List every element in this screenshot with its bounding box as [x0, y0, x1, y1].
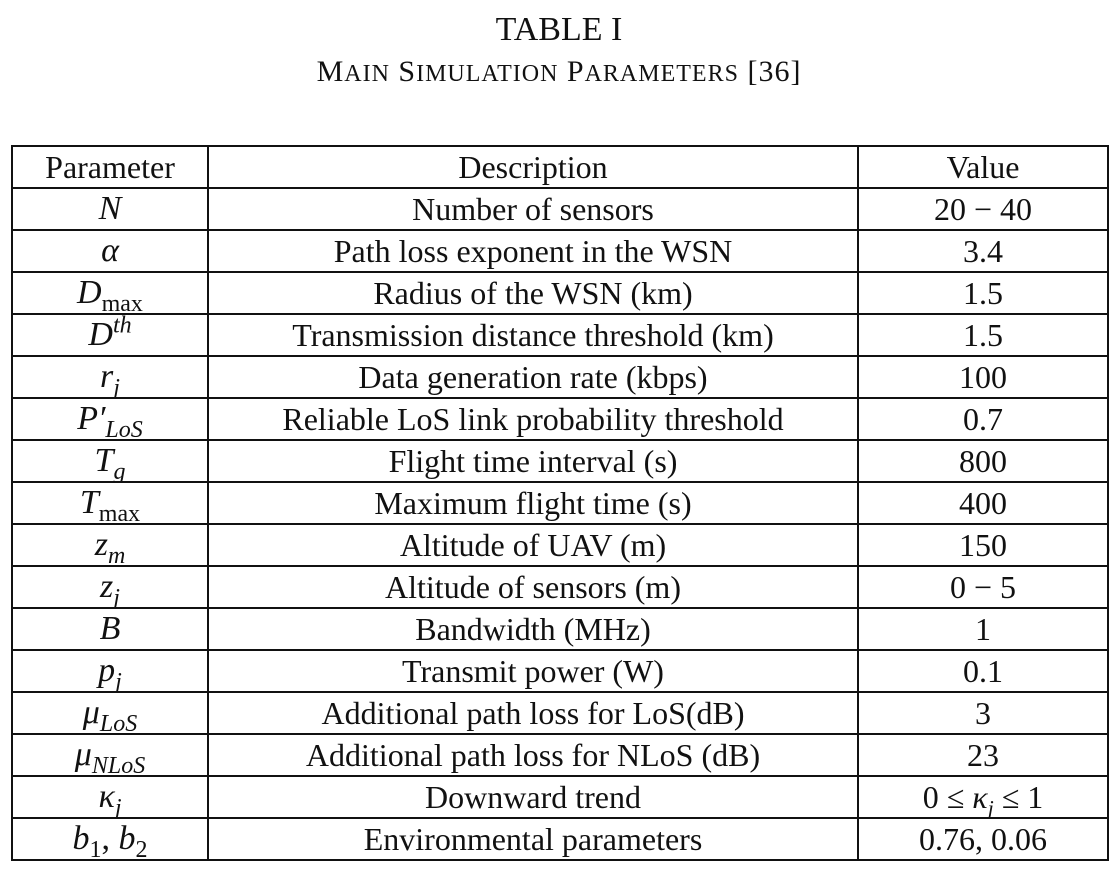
parameter-description: Altitude of UAV (m) — [207, 523, 859, 567]
parameter-value: 20 − 40 — [857, 187, 1109, 231]
parameter-description: Data generation rate (kbps) — [207, 355, 859, 399]
table-caption: MAIN SIMULATION PARAMETERS [36] — [316, 55, 802, 88]
parameter-symbol: Tg — [11, 439, 209, 483]
parameter-description: Flight time interval (s) — [207, 439, 859, 483]
table-number: TABLE I — [495, 11, 623, 48]
table-header-row: Parameter Description Value — [11, 145, 1109, 189]
parameter-description: Environmental parameters — [207, 817, 859, 861]
parameter-value: 0 − 5 — [857, 565, 1109, 609]
table-row: μLoS Additional path loss for LoS(dB) 3 — [11, 691, 1109, 735]
parameter-symbol: μLoS — [11, 691, 209, 735]
table-row: rj Data generation rate (kbps) 100 — [11, 355, 1109, 399]
parameter-value: 0.7 — [857, 397, 1109, 441]
parameter-value: 0.76, 0.06 — [857, 817, 1109, 861]
header-parameter: Parameter — [11, 145, 209, 189]
parameter-value: 3 — [857, 691, 1109, 735]
parameter-symbol: α — [11, 229, 209, 273]
parameter-description: Additional path loss for NLoS (dB) — [207, 733, 859, 777]
parameter-symbol: zj — [11, 565, 209, 609]
parameter-description: Number of sensors — [207, 187, 859, 231]
parameter-description: Reliable LoS link probability threshold — [207, 397, 859, 441]
parameter-symbol: pj — [11, 649, 209, 693]
table-row: pj Transmit power (W) 0.1 — [11, 649, 1109, 693]
parameter-symbol: Dth — [11, 313, 209, 357]
parameter-value: 1.5 — [857, 313, 1109, 357]
table-row: Tmax Maximum flight time (s) 400 — [11, 481, 1109, 525]
parameter-description: Transmission distance threshold (km) — [207, 313, 859, 357]
parameter-value: 400 — [857, 481, 1109, 525]
parameter-description: Bandwidth (MHz) — [207, 607, 859, 651]
header-value: Value — [857, 145, 1109, 189]
parameter-symbol: rj — [11, 355, 209, 399]
parameter-value: 100 — [857, 355, 1109, 399]
table-row: Dth Transmission distance threshold (km)… — [11, 313, 1109, 357]
parameter-symbol: zm — [11, 523, 209, 567]
table-row: N Number of sensors 20 − 40 — [11, 187, 1109, 231]
table-row: κj Downward trend 0 ≤ κj ≤ 1 — [11, 775, 1109, 819]
parameter-value: 800 — [857, 439, 1109, 483]
table-row: α Path loss exponent in the WSN 3.4 — [11, 229, 1109, 273]
parameter-symbol: N — [11, 187, 209, 231]
table-row: zm Altitude of UAV (m) 150 — [11, 523, 1109, 567]
table-row: B Bandwidth (MHz) 1 — [11, 607, 1109, 651]
parameter-symbol: μNLoS — [11, 733, 209, 777]
parameter-symbol: B — [11, 607, 209, 651]
parameter-description: Radius of the WSN (km) — [207, 271, 859, 315]
parameter-value: 3.4 — [857, 229, 1109, 273]
parameter-value: 1 — [857, 607, 1109, 651]
parameter-description: Additional path loss for LoS(dB) — [207, 691, 859, 735]
parameters-table: Parameter Description Value N Number of … — [11, 145, 1109, 861]
parameter-symbol: P′LoS — [11, 397, 209, 441]
parameter-value: 150 — [857, 523, 1109, 567]
table-row: zj Altitude of sensors (m) 0 − 5 — [11, 565, 1109, 609]
table-row: Dmax Radius of the WSN (km) 1.5 — [11, 271, 1109, 315]
parameter-description: Maximum flight time (s) — [207, 481, 859, 525]
parameter-description: Altitude of sensors (m) — [207, 565, 859, 609]
parameter-value: 0 ≤ κj ≤ 1 — [857, 775, 1109, 819]
parameter-description: Path loss exponent in the WSN — [207, 229, 859, 273]
parameter-description: Transmit power (W) — [207, 649, 859, 693]
parameter-value: 23 — [857, 733, 1109, 777]
table-row: Tg Flight time interval (s) 800 — [11, 439, 1109, 483]
table-row: μNLoS Additional path loss for NLoS (dB)… — [11, 733, 1109, 777]
parameter-symbol: Tmax — [11, 481, 209, 525]
parameter-symbol: b1, b2 — [11, 817, 209, 861]
parameter-symbol: κj — [11, 775, 209, 819]
parameter-value: 0.1 — [857, 649, 1109, 693]
table-row: b1, b2 Environmental parameters 0.76, 0.… — [11, 817, 1109, 861]
parameter-value: 1.5 — [857, 271, 1109, 315]
parameter-symbol: Dmax — [11, 271, 209, 315]
header-description: Description — [207, 145, 859, 189]
table-row: P′LoS Reliable LoS link probability thre… — [11, 397, 1109, 441]
parameter-description: Downward trend — [207, 775, 859, 819]
